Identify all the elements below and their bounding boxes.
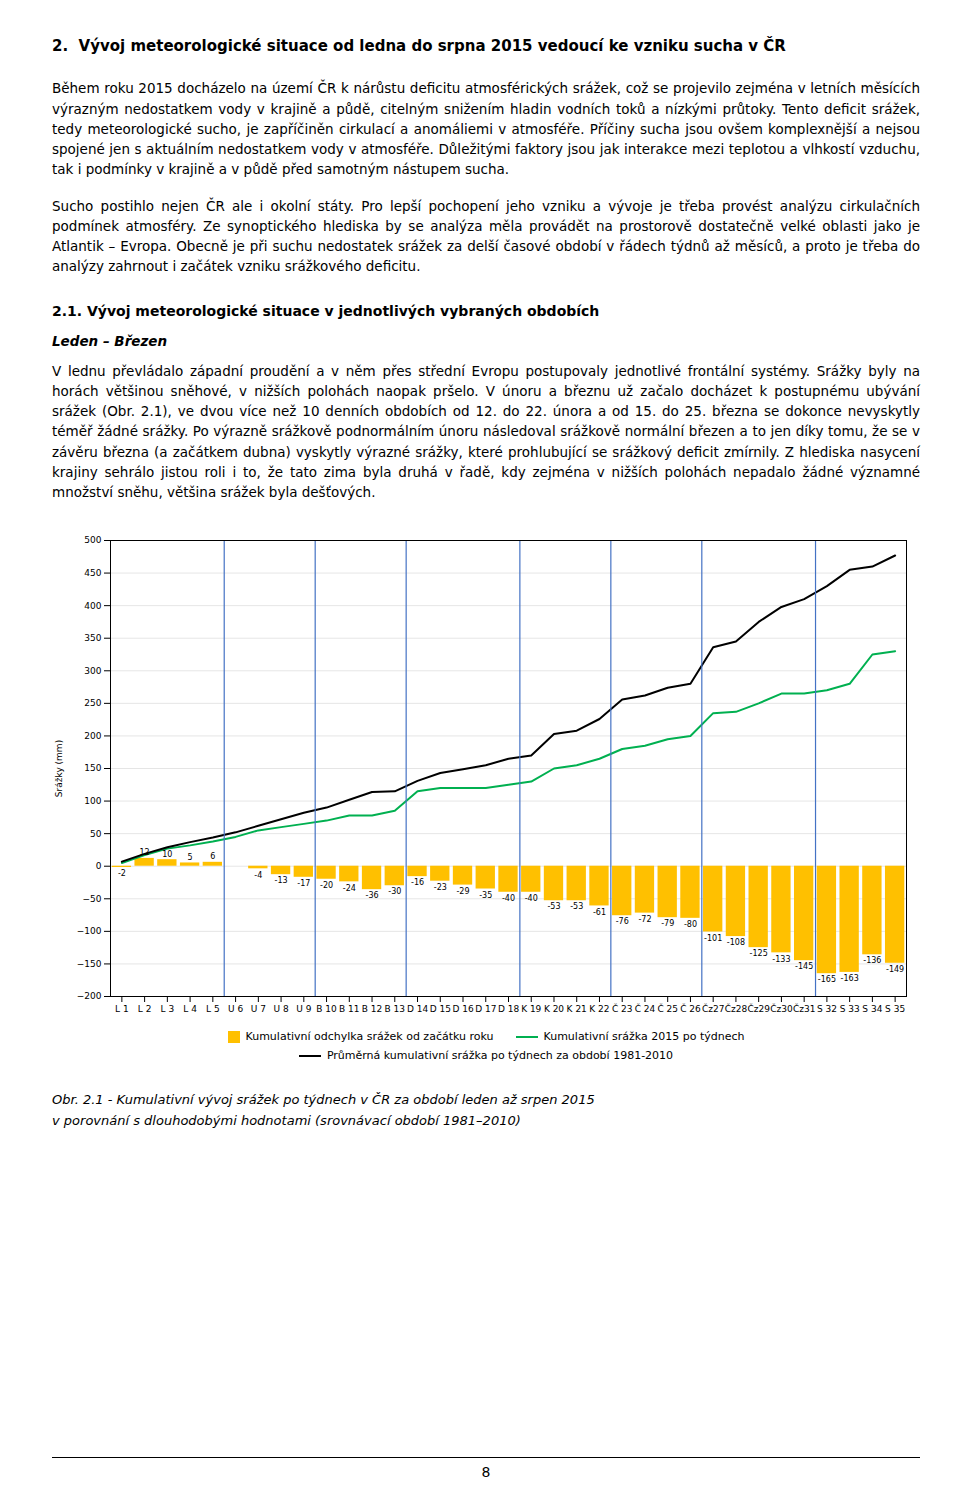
html-text:Během roku 2015 docházelo na ú: Během roku 2015 docházelo na území ČR k … xyxy=(52,80,920,178)
svg-text:S 33: S 33 xyxy=(840,1004,860,1014)
html-text:V lednu převládalo západní pro: V lednu převládalo západní proudění a v … xyxy=(52,362,920,500)
svg-text:450: 450 xyxy=(84,568,101,578)
svg-text:-145: -145 xyxy=(795,963,813,972)
svg-text:U 8: U 8 xyxy=(273,1004,288,1014)
svg-text:L 3: L 3 xyxy=(161,1004,175,1014)
svg-text:300: 300 xyxy=(84,666,101,676)
svg-text:-20: -20 xyxy=(320,881,333,890)
svg-text:150: 150 xyxy=(84,764,101,774)
svg-text:-101: -101 xyxy=(704,934,722,943)
svg-text:Č 26: Č 26 xyxy=(680,1003,701,1014)
svg-text:L 2: L 2 xyxy=(138,1004,152,1014)
html-text:v porovnání s dlouhodobými hod: v porovnání s dlouhodobými hodnotami (sr… xyxy=(52,1113,521,1128)
svg-text:D 14: D 14 xyxy=(407,1004,429,1014)
svg-text:D 16: D 16 xyxy=(452,1004,474,1014)
svg-text:-23: -23 xyxy=(434,883,447,892)
html-text:Kumulativní odchylka srážek od: Kumulativní odchylka srážek od začátku r… xyxy=(245,1030,494,1044)
html-text:Sucho postihlo nejen ČR ale i: Sucho postihlo nejen ČR ale i okolní stá… xyxy=(52,197,920,275)
svg-text:L 5: L 5 xyxy=(206,1004,220,1014)
svg-text:400: 400 xyxy=(84,601,101,611)
svg-text:-80: -80 xyxy=(684,920,697,929)
svg-text:10: 10 xyxy=(162,850,172,859)
svg-text:5: 5 xyxy=(188,853,193,862)
html-text:8: 8 xyxy=(481,1464,491,1480)
svg-text:L 1: L 1 xyxy=(115,1004,129,1014)
svg-text:-72: -72 xyxy=(638,915,651,924)
svg-text:200: 200 xyxy=(84,731,101,741)
svg-text:K 21: K 21 xyxy=(567,1004,587,1014)
svg-text:Čz31: Čz31 xyxy=(793,1003,815,1014)
svg-text:-136: -136 xyxy=(863,957,881,966)
svg-text:-17: -17 xyxy=(297,879,310,888)
svg-text:Srážky (mm): Srážky (mm) xyxy=(54,740,64,797)
svg-text:-149: -149 xyxy=(886,965,904,974)
svg-text:Č 23: Č 23 xyxy=(612,1003,633,1014)
svg-text:S 32: S 32 xyxy=(817,1004,837,1014)
svg-text:-24: -24 xyxy=(343,884,356,893)
svg-text:D 18: D 18 xyxy=(498,1004,520,1014)
svg-text:100: 100 xyxy=(84,796,101,806)
svg-text:Čz30: Čz30 xyxy=(770,1003,793,1014)
svg-text:Č 25: Č 25 xyxy=(657,1003,678,1014)
svg-text:-163: -163 xyxy=(841,974,859,983)
svg-text:K 22: K 22 xyxy=(589,1004,609,1014)
svg-text:D 15: D 15 xyxy=(430,1004,451,1014)
svg-text:-53: -53 xyxy=(570,903,583,912)
svg-text:6: 6 xyxy=(210,853,215,862)
svg-text:12: 12 xyxy=(140,849,150,858)
svg-text:-36: -36 xyxy=(366,892,379,901)
html-text:2.1. Vývoj meteorologické situ: 2.1. Vývoj meteorologické situace v jedn… xyxy=(52,302,600,319)
svg-text:-40: -40 xyxy=(502,894,515,903)
html-text:Kumulativní srážka 2015 po týd: Kumulativní srážka 2015 po týdnech xyxy=(543,1030,745,1044)
html-text:Obr. 2.1 - Kumulativní vývoj s: Obr. 2.1 - Kumulativní vývoj srážek po t… xyxy=(52,1092,595,1108)
svg-text:-133: -133 xyxy=(772,955,790,964)
svg-text:S 35: S 35 xyxy=(885,1004,905,1014)
svg-text:-125: -125 xyxy=(750,950,768,959)
svg-text:350: 350 xyxy=(84,633,101,643)
svg-text:D 17: D 17 xyxy=(475,1004,496,1014)
svg-text:-61: -61 xyxy=(593,908,606,917)
svg-text:K 19: K 19 xyxy=(521,1004,541,1014)
svg-text:B 12: B 12 xyxy=(362,1004,383,1014)
html-text:Leden – Březen: Leden – Březen xyxy=(52,332,168,349)
html-text:2. Vývoj meteorologické situac: 2. Vývoj meteorologické situace od ledna… xyxy=(52,37,786,55)
svg-text:500: 500 xyxy=(84,536,101,546)
svg-text:Čz29: Čz29 xyxy=(747,1003,770,1014)
svg-text:S 34: S 34 xyxy=(862,1004,882,1014)
svg-text:-53: -53 xyxy=(547,903,560,912)
svg-text:Čz27: Čz27 xyxy=(702,1003,724,1014)
svg-text:U 9: U 9 xyxy=(296,1004,311,1014)
svg-text:-16: -16 xyxy=(411,879,424,888)
svg-text:L 4: L 4 xyxy=(183,1004,197,1014)
svg-text:−50: −50 xyxy=(83,894,102,904)
html-text:Průměrná kumulativní srážka po: Průměrná kumulativní srážka po týdnech z… xyxy=(326,1049,674,1063)
svg-text:U 6: U 6 xyxy=(228,1004,243,1014)
svg-text:-79: -79 xyxy=(661,920,674,929)
svg-text:−150: −150 xyxy=(77,959,102,969)
svg-text:-29: -29 xyxy=(456,887,469,896)
svg-text:-13: -13 xyxy=(275,877,288,886)
svg-text:-108: -108 xyxy=(727,938,745,947)
svg-text:-76: -76 xyxy=(616,918,629,927)
svg-text:Čz28: Čz28 xyxy=(725,1003,748,1014)
svg-text:−100: −100 xyxy=(77,926,102,936)
svg-text:-35: -35 xyxy=(479,891,492,900)
svg-text:250: 250 xyxy=(84,698,101,708)
svg-text:U 7: U 7 xyxy=(251,1004,266,1014)
svg-text:-40: -40 xyxy=(525,894,538,903)
svg-text:50: 50 xyxy=(90,829,102,839)
svg-text:-165: -165 xyxy=(818,976,836,985)
svg-text:B 13: B 13 xyxy=(385,1004,406,1014)
svg-text:0: 0 xyxy=(96,861,102,871)
svg-text:-30: -30 xyxy=(388,888,401,897)
svg-text:Č 24: Č 24 xyxy=(635,1003,656,1014)
svg-text:-2: -2 xyxy=(118,869,126,878)
svg-text:B 10: B 10 xyxy=(316,1004,337,1014)
svg-text:-4: -4 xyxy=(254,871,262,880)
svg-text:B 11: B 11 xyxy=(339,1004,360,1014)
svg-text:K 20: K 20 xyxy=(544,1004,564,1014)
svg-text:−200: −200 xyxy=(77,992,102,1002)
